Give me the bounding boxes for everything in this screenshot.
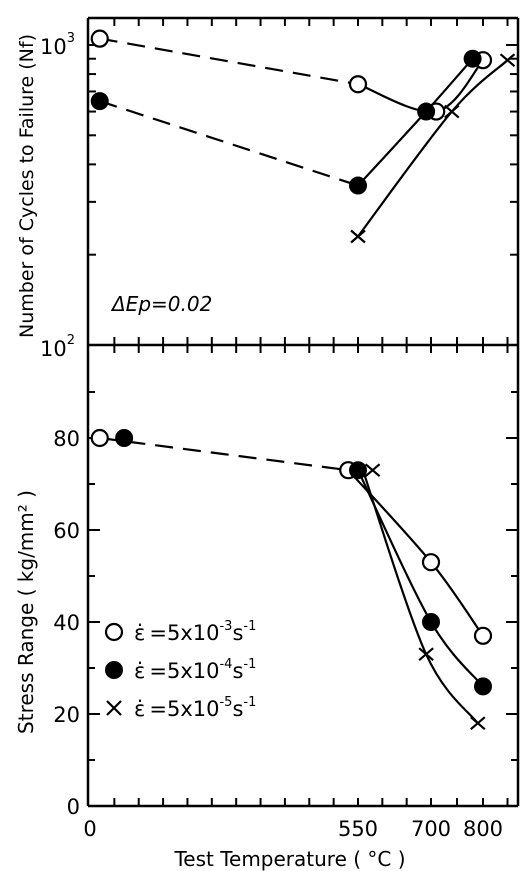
ytick-bottom-80: 80 bbox=[53, 427, 80, 451]
point-bottom-open-circle bbox=[475, 628, 491, 644]
y-axis-title-top: Number of Cycles to Failure (Nf) bbox=[16, 34, 38, 338]
strain-annotation: ΔΕp=0.02 bbox=[110, 292, 212, 316]
curve-bottom-cross bbox=[363, 470, 478, 723]
point-bottom-open-circle bbox=[92, 430, 108, 446]
point-top-cross bbox=[501, 54, 515, 66]
legend-marker-filled-circle bbox=[105, 661, 123, 679]
point-bottom-filled-circle bbox=[115, 429, 133, 447]
ytick-top-100: 102 bbox=[40, 333, 75, 361]
legend-label-2: ε̇ =5x10-4s-1 bbox=[134, 657, 256, 683]
curve-bottom-dashed bbox=[100, 438, 349, 470]
legend: ε̇ =5x10-3s-1 ε̇ =5x10-4s-1 ε̇ =5x10-5s-1 bbox=[105, 619, 256, 721]
ytick-bottom-60: 60 bbox=[53, 519, 80, 543]
ytick-bottom-20: 20 bbox=[53, 703, 80, 727]
ytick-bottom-0: 0 bbox=[67, 795, 80, 819]
plot-frame bbox=[88, 18, 518, 806]
point-top-open-circle bbox=[92, 31, 108, 47]
curve-top-open-dashed bbox=[100, 39, 358, 85]
legend-label-1: ε̇ =5x10-3s-1 bbox=[134, 619, 256, 645]
xtick-800: 800 bbox=[463, 817, 503, 841]
point-top-cross bbox=[445, 106, 459, 118]
xtick-0: 0 bbox=[83, 817, 96, 841]
ytick-bottom-40: 40 bbox=[53, 611, 80, 635]
tick-marks bbox=[88, 18, 518, 806]
point-top-filled-circle bbox=[417, 103, 435, 121]
x-axis-title: Test Temperature ( °C ) bbox=[173, 847, 405, 871]
curve-top-filled-dashed bbox=[100, 101, 358, 186]
point-bottom-filled-circle bbox=[474, 677, 492, 695]
curve-top-cross bbox=[358, 60, 508, 236]
point-bottom-filled-circle bbox=[349, 461, 367, 479]
legend-marker-open-circle bbox=[106, 624, 122, 640]
point-bottom-cross bbox=[366, 464, 380, 476]
xtick-700: 700 bbox=[411, 817, 451, 841]
curve-top-filled bbox=[358, 59, 473, 186]
y-axis-title-bottom: Stress Range ( kg/mm² ) bbox=[14, 490, 38, 734]
point-top-open-circle bbox=[350, 76, 366, 92]
point-top-cross bbox=[351, 230, 365, 242]
point-top-filled-circle bbox=[464, 50, 482, 68]
point-bottom-cross bbox=[419, 648, 433, 660]
point-bottom-filled-circle bbox=[422, 613, 440, 631]
legend-label-3: ε̇ =5x10-5s-1 bbox=[134, 695, 256, 721]
xtick-550: 550 bbox=[338, 817, 378, 841]
point-bottom-cross bbox=[471, 717, 485, 729]
point-top-filled-circle bbox=[349, 177, 367, 195]
point-top-filled-circle bbox=[91, 92, 109, 110]
point-bottom-open-circle bbox=[423, 554, 439, 570]
legend-marker-cross bbox=[107, 701, 121, 715]
ytick-top-1000: 103 bbox=[40, 31, 75, 59]
